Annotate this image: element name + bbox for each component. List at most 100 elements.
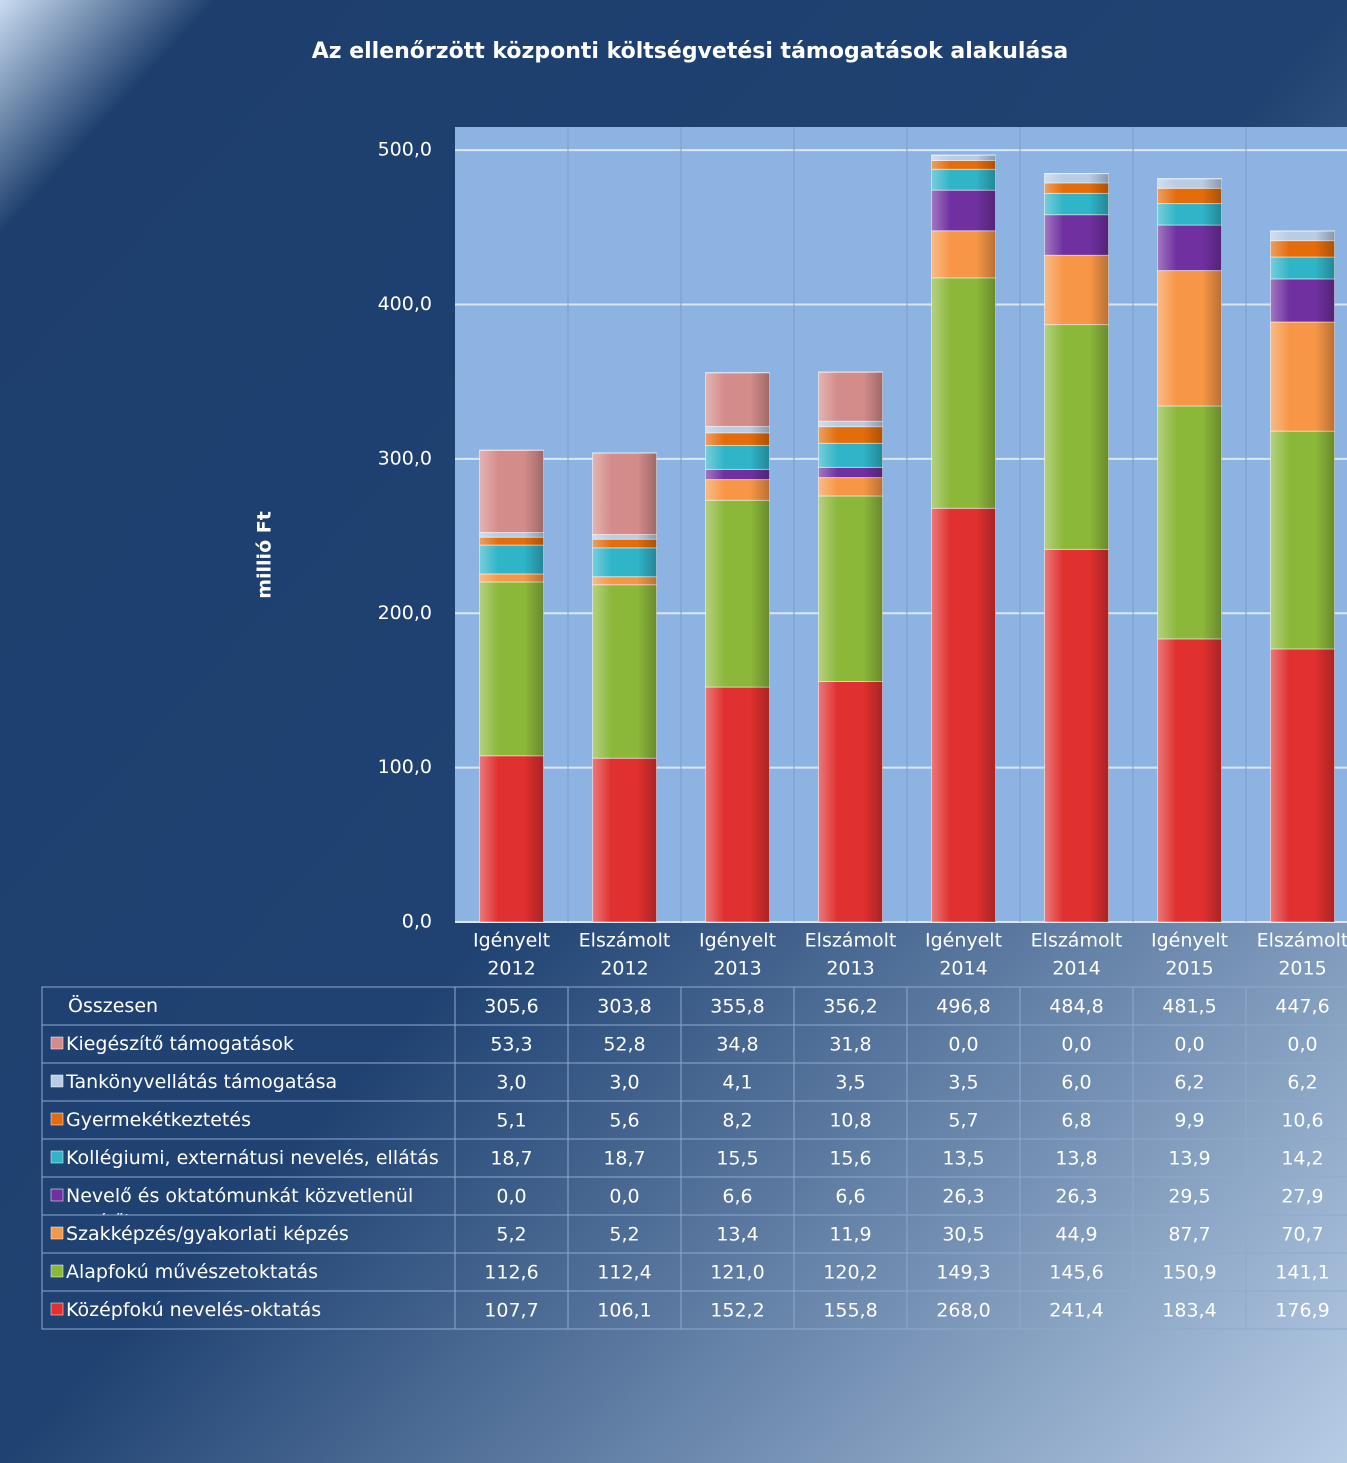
table-value: 18,7 [603, 1148, 645, 1170]
table-value: 8,2 [722, 1110, 752, 1132]
table-value: 87,7 [1168, 1224, 1210, 1246]
bar-shine [1157, 405, 1222, 639]
table-value: 5,2 [496, 1224, 526, 1246]
table-value: 9,9 [1174, 1110, 1204, 1132]
chart-title: Az ellenőrzött központi költségvetési tá… [312, 39, 1069, 64]
bar-shine [818, 477, 883, 496]
table-value: 241,4 [1049, 1300, 1103, 1322]
x-tick-label: Igényelt [1151, 930, 1228, 952]
bar-shine [705, 432, 770, 446]
table-value: 14,2 [1281, 1148, 1323, 1170]
table-value: 10,6 [1281, 1110, 1323, 1132]
bar-shine [1044, 182, 1109, 194]
table-value: 3,0 [496, 1072, 526, 1094]
table-value: 496,8 [936, 996, 990, 1018]
table-value: 356,2 [823, 996, 877, 1018]
bar-shine [1270, 321, 1335, 432]
x-tick-label: Igényelt [925, 930, 1002, 952]
table-label: Tankönyvellátás támogatása [66, 1071, 337, 1093]
bar-shine [931, 190, 996, 231]
bar-shine [705, 479, 770, 501]
x-tick-label: Elszámolt [805, 930, 897, 952]
legend-key [50, 1188, 64, 1202]
table-value: 5,6 [609, 1110, 639, 1132]
table-value: 0,0 [1174, 1034, 1204, 1056]
bar-shine [479, 755, 544, 922]
bar-shine [1044, 549, 1109, 922]
legend-key [50, 1264, 64, 1278]
table-label: Kollégiumi, externátusi nevelés, ellátás [66, 1147, 439, 1169]
table-value: 303,8 [597, 996, 651, 1018]
table-value: 484,8 [1049, 996, 1103, 1018]
table-label-text: Alapfokú művészetoktatás [66, 1261, 319, 1283]
table-value: 120,2 [823, 1262, 877, 1284]
bar-shine [479, 545, 544, 574]
table-value: 447,6 [1275, 996, 1329, 1018]
table-value: 44,9 [1055, 1224, 1097, 1246]
table-value: 10,8 [829, 1110, 871, 1132]
bar-shine [931, 160, 996, 170]
bar-shine [592, 534, 657, 540]
bar-shine [818, 372, 883, 422]
x-tick-label: Igényelt [699, 930, 776, 952]
y-tick-label: 400,0 [378, 293, 432, 315]
bar-shine [705, 469, 770, 480]
table-value: 27,9 [1281, 1186, 1323, 1208]
table-label: Nevelő és oktatómunkát közvetlenül segít… [66, 1185, 414, 1215]
bar-shine [479, 450, 544, 533]
bar-shine [1044, 324, 1109, 550]
table-value: 0,0 [1287, 1034, 1317, 1056]
x-tick-label: 2014 [1052, 958, 1100, 980]
table-value: 6,6 [722, 1186, 752, 1208]
legend-key [50, 1112, 64, 1126]
table-value: 5,2 [609, 1224, 639, 1246]
table-value: 4,1 [722, 1072, 752, 1094]
table-value: 6,8 [1061, 1110, 1091, 1132]
table-value: 52,8 [603, 1034, 645, 1056]
bar-shine [479, 573, 544, 582]
table-label: Középfokú nevelés-oktatás [66, 1299, 321, 1321]
table-label: Alapfokú művészetoktatás [66, 1261, 319, 1283]
table-label: Kiegészítő támogatások [66, 1033, 294, 1055]
y-tick-label: 300,0 [378, 447, 432, 469]
table-cell [1245, 1290, 1347, 1330]
table-value: 112,6 [484, 1262, 538, 1284]
table-value: 6,2 [1174, 1072, 1204, 1094]
y-tick-label: 100,0 [378, 756, 432, 778]
table-value: 3,5 [835, 1072, 865, 1094]
bar-shine [931, 169, 996, 191]
x-tick-label: 2014 [939, 958, 987, 980]
table-label: Összesen [68, 995, 159, 1017]
table-label: Gyermekétkeztetés [66, 1109, 251, 1131]
bar-shine [592, 539, 657, 548]
table-value: 6,6 [835, 1186, 865, 1208]
legend-key [50, 1036, 64, 1050]
bar-shine [705, 687, 770, 922]
table-value: 112,4 [597, 1262, 651, 1284]
bar-shine [818, 495, 883, 682]
legend-key [50, 1074, 64, 1088]
bar-shine [1270, 256, 1335, 279]
table-label-text: Kiegészítő támogatások [66, 1033, 294, 1055]
table-label-text: Gyermekétkeztetés [66, 1109, 251, 1131]
bar-shine [1044, 193, 1109, 215]
table-value: 155,8 [823, 1300, 877, 1322]
bar-shine [818, 443, 883, 468]
bar-shine [818, 681, 883, 922]
table-value: 29,5 [1168, 1186, 1210, 1208]
table-value: 150,9 [1162, 1262, 1216, 1284]
table-value: 107,7 [484, 1300, 538, 1322]
x-tick-label: 2012 [600, 958, 648, 980]
table-label-text: Összesen [68, 995, 159, 1017]
table-value: 0,0 [1061, 1034, 1091, 1056]
table-value: 15,5 [716, 1148, 758, 1170]
table-value: 0,0 [609, 1186, 639, 1208]
y-tick-label: 500,0 [378, 139, 432, 161]
x-tick-label: Elszámolt [579, 930, 671, 952]
y-axis-label: millió Ft [254, 511, 276, 599]
x-tick-label: 2013 [826, 958, 874, 980]
bar-shine [931, 508, 996, 922]
table-label-text: Kollégiumi, externátusi nevelés, ellátás [66, 1147, 439, 1169]
table-label-text: Nevelő és oktatómunkát közvetlenül segít… [66, 1185, 414, 1215]
